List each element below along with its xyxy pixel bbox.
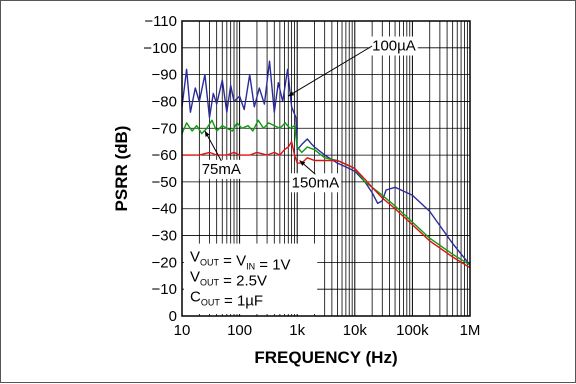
y-tick-labels: 0 −10 −20 −30 −40 −50 −60 −70 −80 −90 −100 −110 bbox=[143, 13, 177, 325]
y-tick-label: −10 bbox=[152, 281, 177, 298]
y-tick-label: −40 bbox=[152, 201, 177, 218]
condition-line: COUT = 1µF bbox=[190, 289, 263, 310]
series-line-75mA bbox=[181, 119, 471, 266]
annotation-arrowhead bbox=[204, 130, 210, 137]
x-tick-label: 10 bbox=[174, 322, 191, 339]
y-tick-label: 0 bbox=[169, 308, 177, 325]
annotation-arrowhead bbox=[288, 91, 295, 97]
series-line-150mA bbox=[182, 140, 471, 269]
condition-line: VOUT = VIN = 1V bbox=[190, 249, 291, 274]
series-line-100A bbox=[181, 60, 471, 266]
y-tick-label: −80 bbox=[152, 93, 177, 110]
x-axis-label: FREQUENCY (Hz) bbox=[254, 348, 397, 367]
x-tick-label: 1k bbox=[289, 322, 305, 339]
annotation-label-bg bbox=[199, 159, 243, 179]
y-axis-label: PSRR (dB) bbox=[112, 126, 131, 212]
plot-frame bbox=[181, 20, 471, 317]
x-tick-labels: 10 100 1k 10k 100k 1M bbox=[174, 322, 481, 339]
y-tick-label: −60 bbox=[152, 147, 177, 164]
annotation-arrowhead bbox=[299, 160, 306, 166]
annotations: 100µA 75mA 150mA bbox=[199, 36, 418, 193]
annotation-150mA: 150mA bbox=[292, 174, 340, 191]
annotation-75mA: 75mA bbox=[202, 161, 241, 178]
y-tick-label: −50 bbox=[152, 174, 177, 191]
annotation-arrow bbox=[204, 130, 222, 162]
annotation-label-bg bbox=[370, 36, 418, 56]
y-tick-label: −30 bbox=[152, 228, 177, 245]
y-tick-label: −70 bbox=[152, 120, 177, 137]
y-tick-label: −110 bbox=[144, 13, 177, 30]
y-tick-label: −100 bbox=[143, 40, 177, 57]
conditions-box bbox=[184, 243, 318, 314]
x-tick-label: 100 bbox=[227, 322, 252, 339]
annotation-100A: 100µA bbox=[372, 38, 416, 55]
annotation-arrow bbox=[288, 45, 373, 97]
series-lines bbox=[181, 60, 471, 269]
annotation-label-bg bbox=[289, 173, 342, 193]
x-tick-label: 10k bbox=[343, 322, 368, 339]
x-tick-label: 1M bbox=[460, 322, 481, 339]
y-tick-label: −20 bbox=[152, 254, 177, 271]
x-tick-label: 100k bbox=[396, 322, 429, 339]
y-tick-label: −90 bbox=[152, 67, 177, 84]
condition-line: VOUT = 2.5V bbox=[190, 269, 267, 290]
